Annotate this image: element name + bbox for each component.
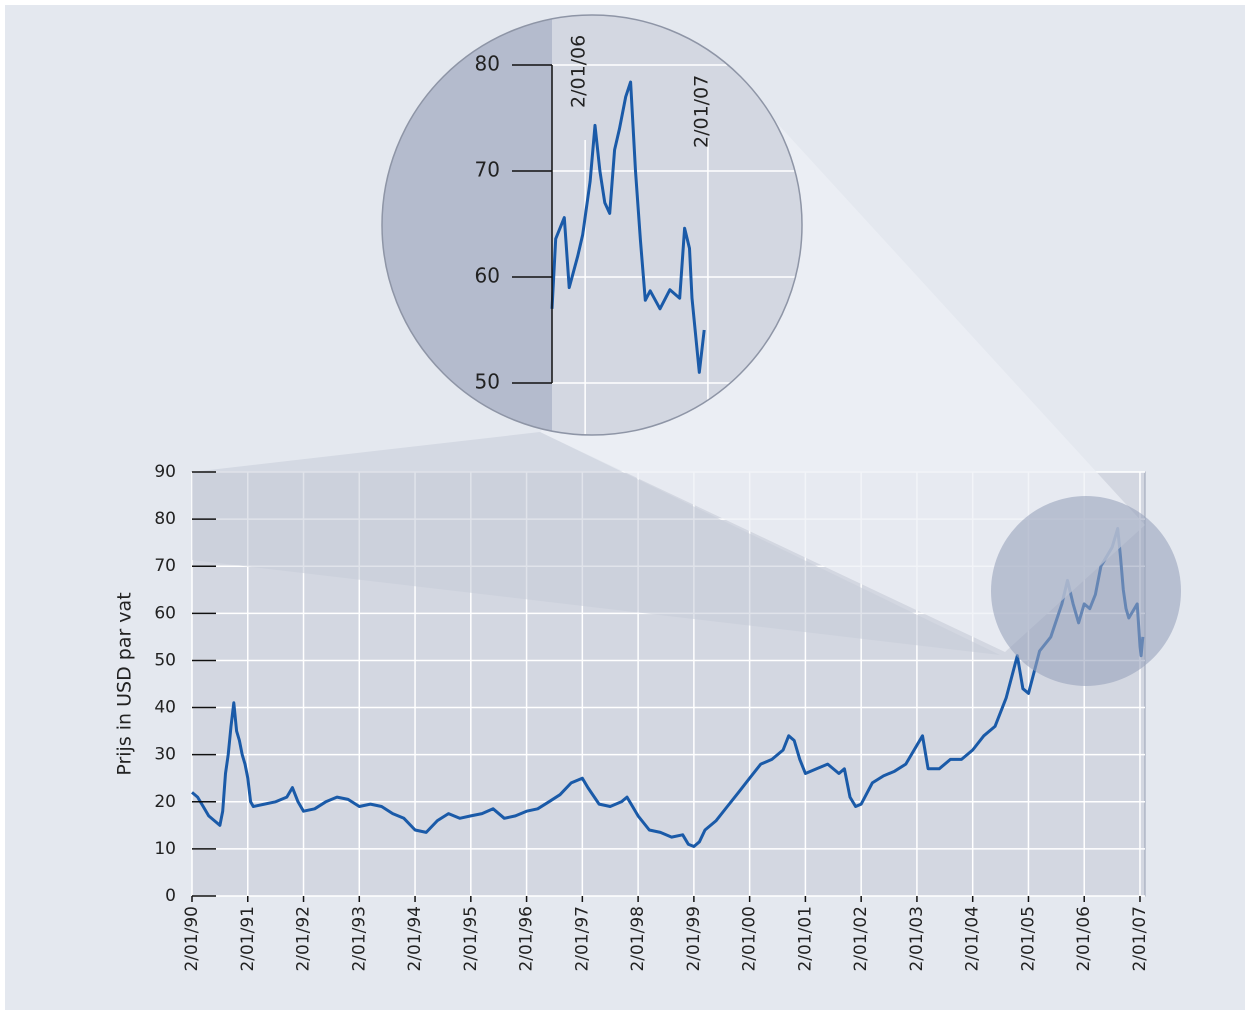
x-tick-label: 2/01/97 — [572, 906, 592, 972]
x-tick-label: 2/01/93 — [349, 906, 369, 972]
x-tick-label: 2/01/92 — [294, 906, 314, 972]
inset-border — [381, 14, 803, 436]
zoom-circle — [991, 496, 1181, 686]
x-tick-label: 2/01/91 — [238, 906, 258, 972]
y-tick-label: 60 — [475, 264, 500, 288]
y-tick-label: 50 — [154, 650, 176, 670]
x-tick-label: 2/01/96 — [517, 906, 537, 972]
y-tick-label: 80 — [154, 509, 176, 529]
x-tick-label: 2/01/02 — [851, 906, 871, 972]
x-tick-label: 2/01/98 — [628, 906, 648, 972]
y-tick-label: 30 — [154, 745, 176, 765]
y-tick-label: 0 — [165, 886, 176, 906]
y-tick-label: 70 — [154, 556, 176, 576]
y-tick-label: 40 — [154, 698, 176, 718]
y-tick-label: 60 — [154, 603, 176, 623]
x-tick-label: 2/01/99 — [684, 906, 704, 972]
x-tick-label: 2/01/90 — [182, 906, 202, 972]
y-tick-label: 70 — [475, 158, 500, 182]
x-tick-label: 2/01/07 — [690, 75, 712, 148]
x-tick-label: 2/01/00 — [740, 906, 760, 972]
x-tick-label: 2/01/06 — [1074, 906, 1094, 972]
price-line — [550, 80, 706, 374]
y-axis-label: Prijs in USD par vat — [114, 592, 136, 775]
y-tick-label: 50 — [475, 370, 500, 394]
x-tick-label: 2/01/05 — [1018, 906, 1038, 972]
x-tick-label: 2/01/06 — [568, 35, 590, 108]
x-tick-label: 2/01/01 — [795, 906, 815, 972]
x-tick-label: 2/01/94 — [405, 906, 425, 972]
y-tick-label: 10 — [154, 839, 176, 859]
y-tick-label: 80 — [475, 52, 500, 76]
x-tick-label: 2/01/95 — [461, 906, 481, 972]
y-tick-label: 90 — [154, 462, 176, 482]
y-tick-label: 20 — [154, 792, 176, 812]
zoom-shadow — [192, 432, 1000, 655]
x-tick-label: 2/01/03 — [907, 906, 927, 972]
x-tick-label: 2/01/04 — [963, 906, 983, 972]
x-tick-label: 2/01/07 — [1130, 906, 1150, 972]
